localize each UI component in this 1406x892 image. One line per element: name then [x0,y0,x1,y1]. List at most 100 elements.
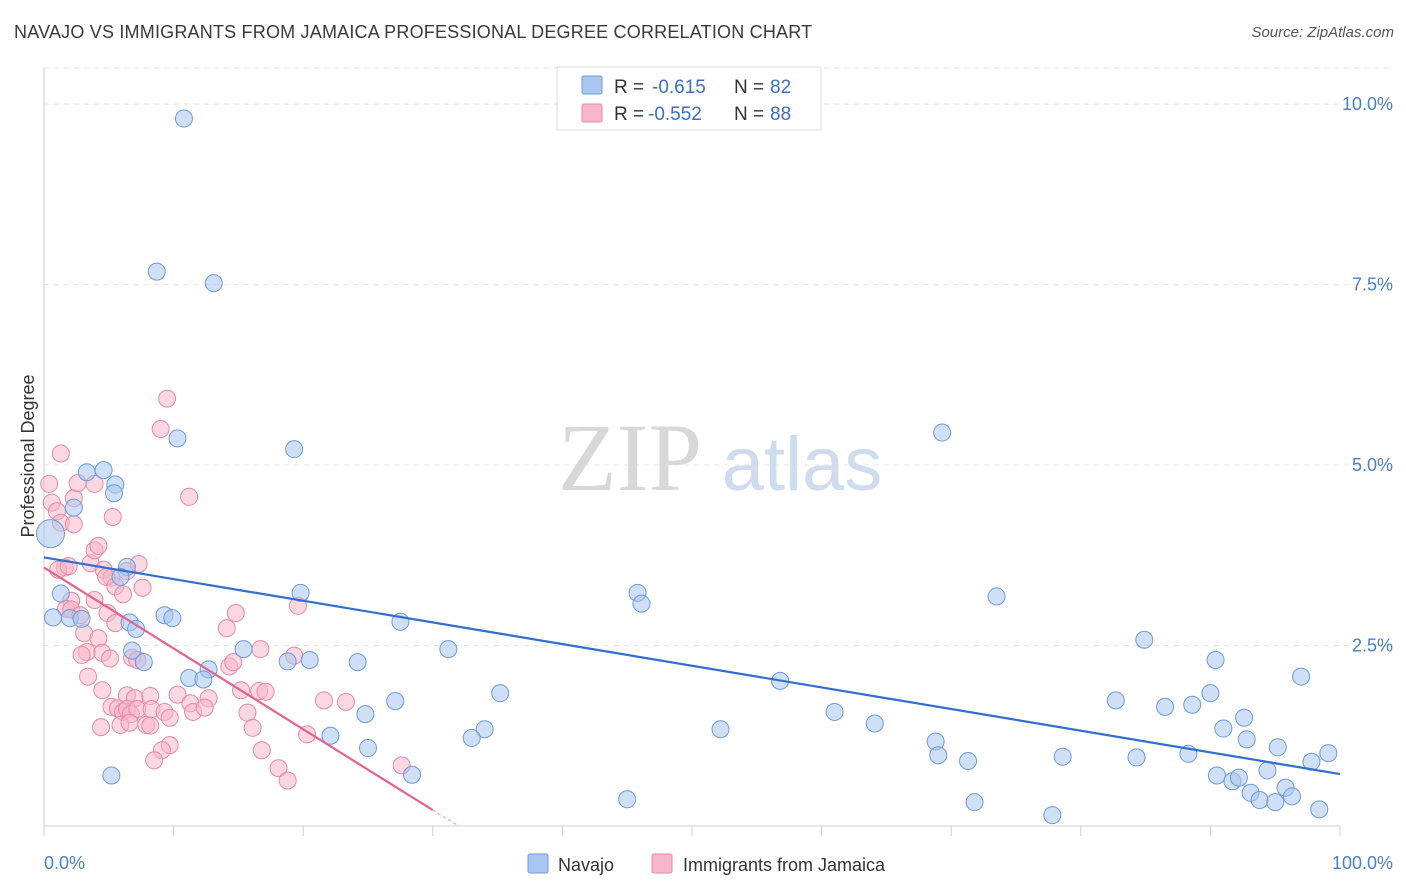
navajo-point [1135,630,1154,649]
navajo-point [1043,806,1062,825]
navajo-point [234,640,253,659]
y-tick-labels: 2.5% 5.0% 7.5% 10.0% [1342,94,1393,655]
jamaica-point [195,698,214,717]
navajo-point [403,765,422,784]
jamaica-point [40,474,59,493]
navajo-point [462,728,481,747]
navajo-point [1319,744,1338,763]
jamaica-point [103,508,122,527]
navajo-point [285,440,304,459]
navajo-point [1201,684,1220,703]
legend-box: R = -0.615 N = 82 R = -0.552 N = 88 [556,66,822,131]
navajo-point [168,429,187,448]
navajo-point [1214,719,1233,738]
navajo-point [123,641,142,660]
navajo-point [1250,791,1269,810]
navajo-point [194,670,213,689]
navajo-point [134,653,153,672]
jamaica-point [180,487,199,506]
legend-n-label-1: N = [734,77,764,98]
navajo-trend-line [43,556,1341,776]
jamaica-point [64,515,83,534]
navajo-point [300,650,319,669]
jamaica-point [226,604,245,623]
legend-r-label-2: R = [614,104,644,125]
legend-swatch-navajo [581,75,603,95]
navajo-point [51,584,70,603]
jamaica-point [79,667,98,686]
navajo-point [1206,650,1225,669]
navajo-point [35,519,65,549]
y-tick-label: 5.0% [1352,455,1393,475]
navajo-point [1127,748,1146,767]
jamaica-point [278,771,297,790]
jamaica-point [133,578,152,597]
bottom-legend-navajo: Navajo [558,855,614,875]
jamaica-point [251,640,270,659]
navajo-point [174,109,193,128]
jamaica-point [252,741,271,760]
jamaica-point [256,682,275,701]
navajo-point [825,702,844,721]
navajo-point [1310,800,1329,819]
y-axis-label: Professional Degree [18,374,38,537]
navajo-point [321,726,340,745]
legend-r-value-navajo: -0.615 [652,77,706,98]
jamaica-point [314,691,333,710]
navajo-point [1283,787,1302,806]
navajo-point [64,498,83,517]
jamaica-trend-extension [432,809,460,827]
series-immigrants-from-jamaica [40,389,411,790]
legend-r-label-1: R = [614,77,644,98]
bottom-legend: Navajo Immigrants from Jamaica [527,853,886,875]
navajo-point [1156,697,1175,716]
jamaica-point [92,718,111,737]
navajo-point [965,793,984,812]
jamaica-point [120,713,139,732]
watermark-atlas: atlas [722,422,883,507]
jamaica-point [145,751,164,770]
jamaica-point [141,716,160,735]
navajo-point [1258,761,1277,780]
navajo-point [1229,768,1248,787]
navajo-point [439,640,458,659]
navajo-point [104,484,123,503]
navajo-point [102,766,121,785]
navajo-point [1237,730,1256,749]
navajo-point [711,720,730,739]
navajo-point [147,262,166,281]
jamaica-point [160,708,179,727]
y-tick-label: 7.5% [1352,275,1393,295]
navajo-point [348,653,367,672]
bottom-legend-swatch-jamaica [651,853,673,874]
trend-lines [43,556,1341,827]
jamaica-point [243,718,262,737]
bottom-legend-jamaica: Immigrants from Jamaica [683,855,886,875]
jamaica-point [238,703,257,722]
navajo-point [1053,747,1072,766]
grid-lines [44,67,1392,647]
navajo-point [1235,708,1254,727]
axes [43,68,1341,836]
legend-n-value-jamaica: 88 [770,104,791,125]
navajo-point [356,705,375,724]
jamaica-point [93,681,112,700]
navajo-point [1106,691,1125,710]
legend-swatch-jamaica [581,103,603,123]
x-tick-label: 100.0% [1332,853,1393,873]
navajo-point [44,608,63,627]
navajo-point [77,463,96,482]
jamaica-point [168,685,187,704]
navajo-point [987,587,1006,606]
navajo-point [111,567,130,586]
navajo-point [865,714,884,733]
jamaica-point [336,692,355,711]
navajo-point [163,609,182,628]
jamaica-point [217,619,236,638]
navajo-point [1207,766,1226,785]
navajo-point [632,594,651,613]
x-tick-label: 0.0% [44,853,85,873]
navajo-point [959,752,978,771]
navajo-point [278,652,297,671]
navajo-point [491,684,510,703]
